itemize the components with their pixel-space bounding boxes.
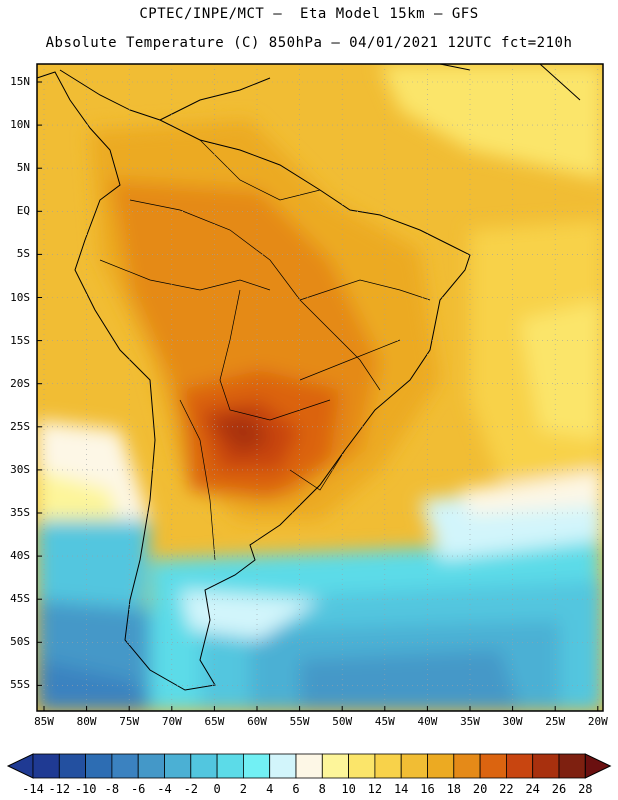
colorbar-label: 6 bbox=[292, 782, 300, 796]
colorbar-swatch bbox=[216, 753, 244, 779]
lat-label: 5S bbox=[16, 247, 30, 261]
colorbar-label: 4 bbox=[266, 782, 274, 796]
temperature-field bbox=[37, 64, 603, 711]
lat-label: 40S bbox=[10, 549, 30, 563]
title-line-2: Absolute Temperature (C) 850hPa – 04/01/… bbox=[45, 35, 573, 51]
lon-label: 25W bbox=[545, 715, 566, 728]
colorbar-label: 12 bbox=[367, 782, 383, 796]
colorbar-label: 0 bbox=[213, 782, 221, 796]
colorbar-label: 10 bbox=[341, 782, 356, 796]
lat-label: 15S bbox=[10, 333, 30, 347]
colorbar-min-arrow bbox=[6, 753, 34, 779]
colorbar-label: -14 bbox=[22, 782, 44, 796]
lon-label: 30W bbox=[502, 715, 523, 728]
title-line-1: CPTEC/INPE/MCT – Eta Model 15km – GFS bbox=[139, 6, 479, 22]
lon-label: 80W bbox=[76, 715, 97, 728]
colorbar-label: 16 bbox=[420, 782, 435, 796]
lon-label: 60W bbox=[247, 715, 267, 728]
colorbar-swatch bbox=[242, 753, 271, 779]
colorbar-label: 2 bbox=[239, 782, 247, 796]
lat-label: 20S bbox=[10, 376, 30, 390]
lat-label: EQ bbox=[16, 204, 30, 218]
lat-label: 55S bbox=[10, 678, 30, 692]
lat-label: 10S bbox=[10, 290, 30, 304]
colorbar-label: 26 bbox=[551, 782, 567, 796]
colorbar-label: 18 bbox=[446, 782, 462, 796]
lat-label: 30S bbox=[10, 462, 30, 476]
colorbar-label: 20 bbox=[472, 782, 488, 796]
colorbar-swatch bbox=[58, 753, 86, 779]
colorbar-swatch bbox=[374, 753, 402, 779]
lat-label: 10N bbox=[10, 118, 30, 132]
axis-ticks bbox=[37, 81, 599, 711]
lat-label: 25S bbox=[10, 419, 30, 433]
coastline bbox=[36, 63, 581, 691]
colorbar-swatch bbox=[137, 753, 165, 779]
colorbar-max-arrow bbox=[584, 753, 612, 779]
colorbar-swatch bbox=[190, 753, 218, 779]
colorbar-label: 28 bbox=[578, 782, 593, 796]
lon-label: 45W bbox=[374, 715, 395, 728]
colorbar-swatch bbox=[427, 753, 455, 779]
colorbar-label: 14 bbox=[393, 782, 409, 796]
lat-label: 45S bbox=[10, 592, 30, 606]
colorbar-swatch bbox=[348, 753, 376, 779]
colorbar-swatch bbox=[558, 753, 586, 779]
lon-label: 85W bbox=[34, 715, 54, 728]
colorbar-swatch bbox=[532, 753, 560, 779]
colorbar-swatch bbox=[479, 753, 507, 779]
colorbar-swatch bbox=[269, 753, 297, 779]
lon-label: 75W bbox=[119, 715, 140, 728]
colorbar-label: -10 bbox=[74, 782, 97, 796]
lon-label: 55W bbox=[289, 715, 310, 728]
colorbar bbox=[6, 753, 612, 779]
colorbar-label: -12 bbox=[48, 782, 71, 796]
colorbar-swatch bbox=[32, 753, 60, 779]
colorbar-swatch bbox=[295, 753, 323, 779]
lat-label: 5N bbox=[16, 161, 30, 175]
country-borders bbox=[99, 139, 431, 561]
colorbar-label: -6 bbox=[130, 782, 146, 796]
lon-label: 35W bbox=[460, 715, 480, 728]
colorbar-label: 24 bbox=[525, 782, 540, 796]
lon-label: 65W bbox=[204, 715, 225, 728]
colorbar-swatch bbox=[400, 753, 428, 779]
lon-label: 70W bbox=[161, 715, 182, 728]
colorbar-label: -4 bbox=[157, 782, 172, 796]
colorbar-swatch bbox=[164, 753, 192, 779]
colorbar-label: -8 bbox=[104, 782, 120, 796]
colorbar-label: 8 bbox=[318, 782, 326, 796]
lat-label: 35S bbox=[10, 506, 30, 519]
lon-label: 20W bbox=[587, 715, 608, 728]
lon-label: 40W bbox=[417, 715, 438, 728]
colorbar-swatch bbox=[85, 753, 113, 779]
lat-label: 15N bbox=[10, 75, 30, 88]
lon-label: 50W bbox=[332, 715, 353, 728]
map-frame bbox=[36, 63, 604, 712]
colorbar-label: -2 bbox=[183, 782, 199, 796]
lat-label: 50S bbox=[10, 635, 30, 649]
colorbar-swatch bbox=[453, 753, 481, 779]
colorbar-swatch bbox=[505, 753, 534, 779]
colorbar-swatch bbox=[111, 753, 139, 779]
colorbar-label: 22 bbox=[499, 782, 514, 796]
colorbar-swatch bbox=[321, 753, 349, 779]
